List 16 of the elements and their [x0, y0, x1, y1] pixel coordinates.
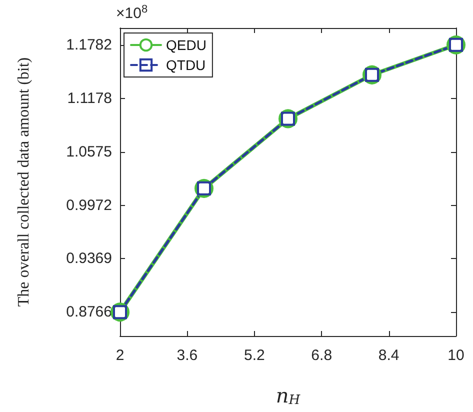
x-tick-label: 2	[116, 347, 124, 364]
y-tick-label: 0.8766	[66, 304, 112, 321]
x-axis-title: nH	[276, 384, 301, 408]
y-tick-label: 1.0575	[66, 143, 112, 160]
y-tick-label: 1.1178	[67, 90, 112, 107]
y-tick-label: 1.1782	[66, 36, 112, 54]
x-tick-label: 3.6	[176, 347, 198, 364]
x-tick-label: 5.2	[244, 347, 265, 364]
legend-label: QTDU	[166, 57, 206, 73]
y-tick-label: 0.9369	[66, 250, 112, 268]
x-tick-label: 6.8	[311, 347, 332, 364]
y-axis-title: The overall collected data amount (bit)	[16, 57, 32, 307]
x-tick-label: 10	[448, 347, 464, 364]
y-tick-label: 0.9972	[66, 196, 112, 214]
legend-label: QEDU	[166, 37, 206, 53]
x-tick-label: 8.4	[378, 347, 400, 364]
